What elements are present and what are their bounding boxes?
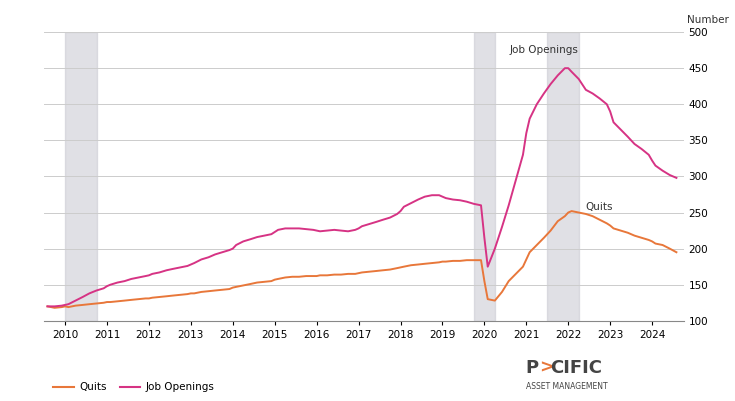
Bar [548, 32, 578, 321]
Text: Quits: Quits [586, 202, 613, 212]
Text: CIFIC: CIFIC [550, 359, 602, 377]
Text: >: > [539, 359, 553, 377]
Bar [65, 32, 96, 321]
Text: P: P [526, 359, 539, 377]
Text: ASSET MANAGEMENT: ASSET MANAGEMENT [526, 382, 607, 391]
Bar [474, 32, 495, 321]
Legend: Quits, Job Openings: Quits, Job Openings [49, 378, 218, 397]
Text: Job Openings: Job Openings [509, 45, 578, 55]
Text: Number: Number [686, 15, 728, 25]
